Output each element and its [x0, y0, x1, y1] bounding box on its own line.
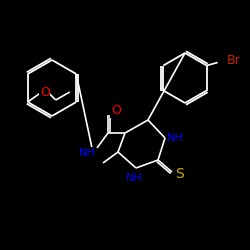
- Text: O: O: [40, 86, 50, 98]
- Text: Br: Br: [227, 54, 240, 67]
- Text: O: O: [111, 104, 121, 118]
- Text: NH: NH: [166, 133, 184, 143]
- Text: S: S: [176, 167, 184, 181]
- Text: NH: NH: [78, 148, 96, 158]
- Text: NH: NH: [126, 173, 142, 183]
